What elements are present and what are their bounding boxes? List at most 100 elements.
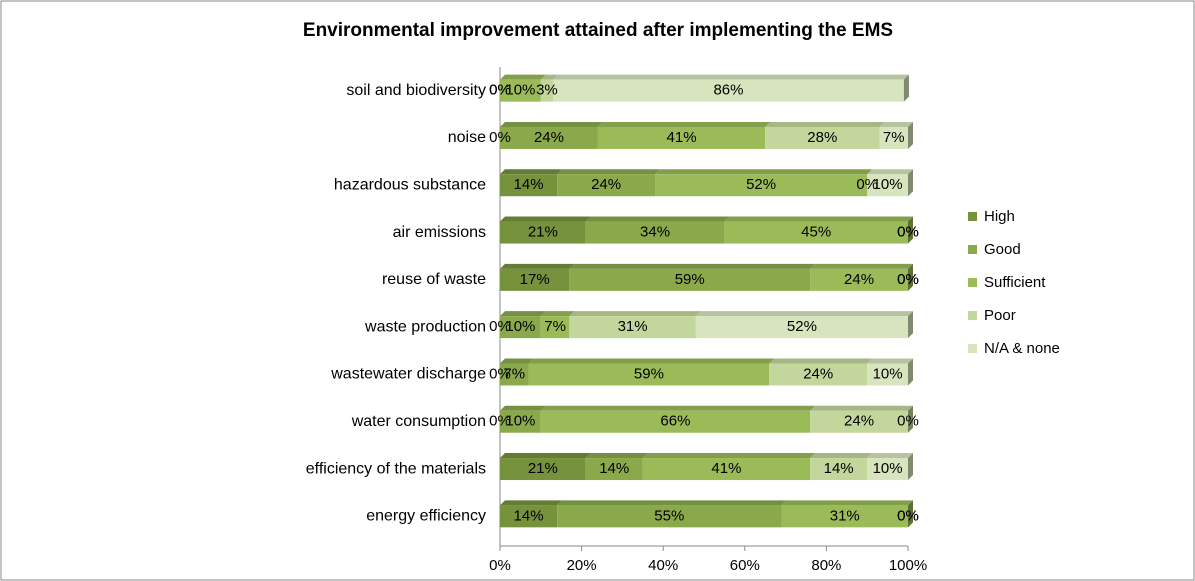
data-label: 31% [830, 507, 860, 524]
legend-label: Good [984, 241, 1021, 258]
y-tick-label: energy efficiency [366, 508, 486, 525]
data-label: 24% [534, 129, 564, 146]
data-label: 24% [844, 271, 874, 288]
bar-side [903, 74, 909, 102]
bar-top [642, 453, 816, 459]
bar-side [908, 169, 913, 197]
data-label: 3% [536, 82, 558, 99]
data-label: 41% [667, 129, 697, 146]
bar-segment [528, 363, 770, 386]
y-tick-label: wastewater discharge [330, 366, 486, 383]
bar-top [500, 74, 546, 80]
data-label: 10% [873, 460, 903, 477]
bar-side [908, 405, 913, 433]
data-label: 31% [618, 318, 648, 335]
data-label: 0% [489, 365, 511, 382]
data-label: 21% [528, 460, 558, 477]
legend-label: High [984, 208, 1015, 225]
data-label: 0% [856, 176, 878, 193]
bar-top [500, 358, 534, 364]
data-label: 55% [654, 507, 684, 524]
bar-top [867, 169, 913, 175]
data-label: 21% [528, 224, 558, 241]
data-label: 10% [873, 176, 903, 193]
bar-segment [540, 410, 811, 433]
data-label: 24% [591, 176, 621, 193]
data-label: 14% [824, 460, 854, 477]
bar-side [908, 500, 913, 528]
bar-top [540, 74, 559, 80]
data-label: 0% [897, 507, 919, 524]
bar-segment [540, 79, 554, 102]
data-label: 17% [520, 271, 550, 288]
y-tick-label: air emissions [393, 224, 486, 241]
data-label: 0% [489, 129, 511, 146]
bar-top [585, 216, 730, 222]
bar-segment [781, 505, 908, 528]
bar-segment [500, 505, 558, 528]
data-label: 0% [489, 413, 511, 430]
y-tick-label: reuse of waste [382, 271, 486, 288]
data-label: 0% [489, 82, 511, 99]
bar-segment [810, 268, 908, 291]
data-label: 14% [514, 507, 544, 524]
bar-segment [867, 458, 908, 481]
bar-top [500, 453, 591, 459]
bar-top [569, 311, 701, 317]
bar-side [908, 453, 913, 481]
data-label: 0% [489, 318, 511, 335]
data-label: 86% [713, 82, 743, 99]
data-label: 14% [599, 460, 629, 477]
bar-top [540, 405, 816, 411]
x-tick-label: 40% [648, 557, 678, 574]
bar-segment [569, 268, 811, 291]
data-label: 0% [897, 224, 919, 241]
y-tick-label: water consumption [351, 413, 486, 430]
bar-top [810, 263, 913, 269]
bar-top [540, 311, 575, 317]
bar-top [500, 169, 563, 175]
x-tick-label: 20% [567, 557, 597, 574]
bar-top [500, 121, 603, 127]
legend-swatch [968, 344, 977, 353]
bar-segment [500, 316, 541, 339]
data-label: 0% [897, 271, 919, 288]
data-label: 24% [844, 413, 874, 430]
bar-segment [557, 174, 656, 197]
bar-top [500, 311, 546, 317]
y-tick-label: efficiency of the materials [306, 460, 486, 477]
bar-segment [500, 458, 586, 481]
data-label: 59% [675, 271, 705, 288]
bar-segment [540, 316, 570, 339]
bar-segment [765, 126, 880, 149]
bar-top [695, 311, 913, 317]
bar-top [867, 453, 913, 459]
bar-side [908, 121, 913, 149]
bar-top [500, 216, 591, 222]
bar-top [500, 263, 575, 269]
data-label: 34% [640, 224, 670, 241]
legend-label: Poor [984, 307, 1016, 324]
y-tick-label: noise [448, 129, 486, 146]
data-label: 0% [897, 271, 919, 288]
data-label: 0% [489, 82, 511, 99]
bar-segment [642, 458, 811, 481]
data-label: 52% [746, 176, 776, 193]
bar-top [867, 358, 913, 364]
legend-swatch [968, 311, 977, 320]
bar-segment [500, 221, 586, 244]
bar-top [655, 169, 873, 175]
data-label: 24% [803, 365, 833, 382]
bar-top [585, 453, 648, 459]
bar-top [528, 358, 775, 364]
bar-top [500, 405, 546, 411]
bar-top [553, 74, 909, 80]
data-label: 10% [505, 318, 535, 335]
x-tick-label: 80% [811, 557, 841, 574]
bar-segment [553, 79, 904, 102]
x-tick-label: 100% [889, 557, 927, 574]
legend-swatch [968, 245, 977, 254]
legend-label: Sufficient [984, 274, 1046, 291]
bar-side [908, 311, 913, 339]
